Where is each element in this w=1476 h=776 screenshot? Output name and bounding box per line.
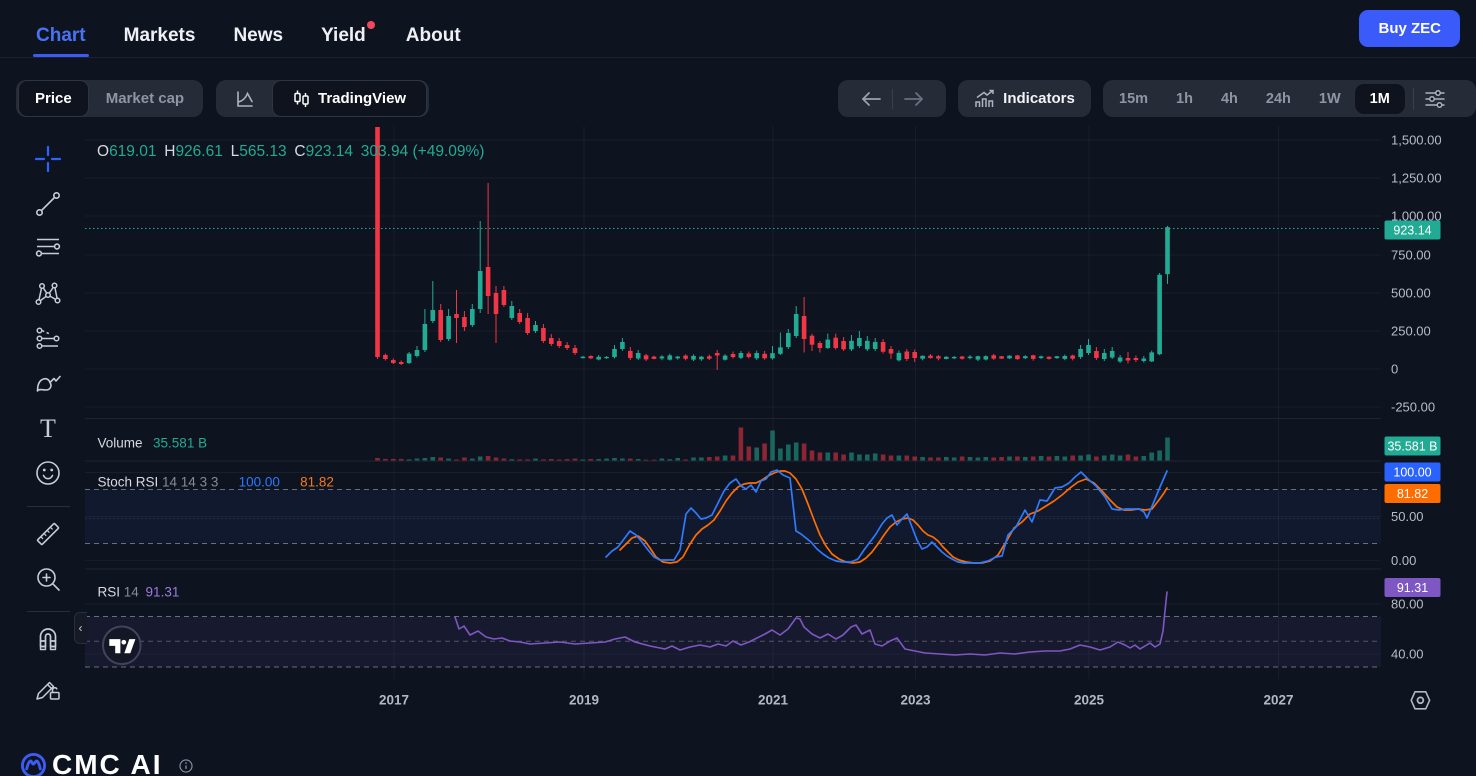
- svg-text:91.31: 91.31: [1397, 581, 1428, 595]
- svg-text:T: T: [40, 414, 56, 442]
- svg-text:2019: 2019: [569, 693, 599, 708]
- svg-text:250.00: 250.00: [1391, 324, 1431, 339]
- svg-text:O619.01 H926.61 L565.13 C923.1: O619.01 H926.61 L565.13 C923.14 303.94 (…: [97, 143, 484, 160]
- svg-text:1,500.00: 1,500.00: [1391, 133, 1442, 148]
- svg-text:100.00: 100.00: [1393, 466, 1431, 480]
- svg-text:923.14: 923.14: [1393, 224, 1431, 238]
- svg-text:1,250.00: 1,250.00: [1391, 171, 1442, 186]
- svg-text:40.00: 40.00: [1391, 647, 1424, 662]
- svg-text:2025: 2025: [1074, 693, 1105, 708]
- svg-text:2021: 2021: [758, 693, 789, 708]
- svg-text:750.00: 750.00: [1391, 248, 1431, 263]
- svg-text:35.581 B: 35.581 B: [1387, 440, 1437, 454]
- svg-text:Volume 35.581 B: Volume 35.581 B: [98, 436, 208, 451]
- svg-text:2027: 2027: [1263, 693, 1293, 708]
- svg-text:-250.00: -250.00: [1391, 400, 1435, 415]
- svg-text:2017: 2017: [379, 693, 409, 708]
- svg-text:0.00: 0.00: [1391, 553, 1416, 568]
- svg-text:0: 0: [1391, 362, 1398, 377]
- svg-text:500.00: 500.00: [1391, 286, 1431, 301]
- svg-text:Stoch RSI 14 14 3 3 100.00 8: Stoch RSI 14 14 3 3 100.00 81.82: [98, 475, 334, 490]
- svg-text:81.82: 81.82: [1397, 487, 1428, 501]
- svg-text:2023: 2023: [900, 693, 931, 708]
- svg-text:50.00: 50.00: [1391, 509, 1424, 524]
- svg-text:1,000.00: 1,000.00: [1391, 209, 1442, 224]
- svg-text:RSI 14 91.31: RSI 14 91.31: [98, 585, 180, 600]
- svg-text:80.00: 80.00: [1391, 597, 1424, 612]
